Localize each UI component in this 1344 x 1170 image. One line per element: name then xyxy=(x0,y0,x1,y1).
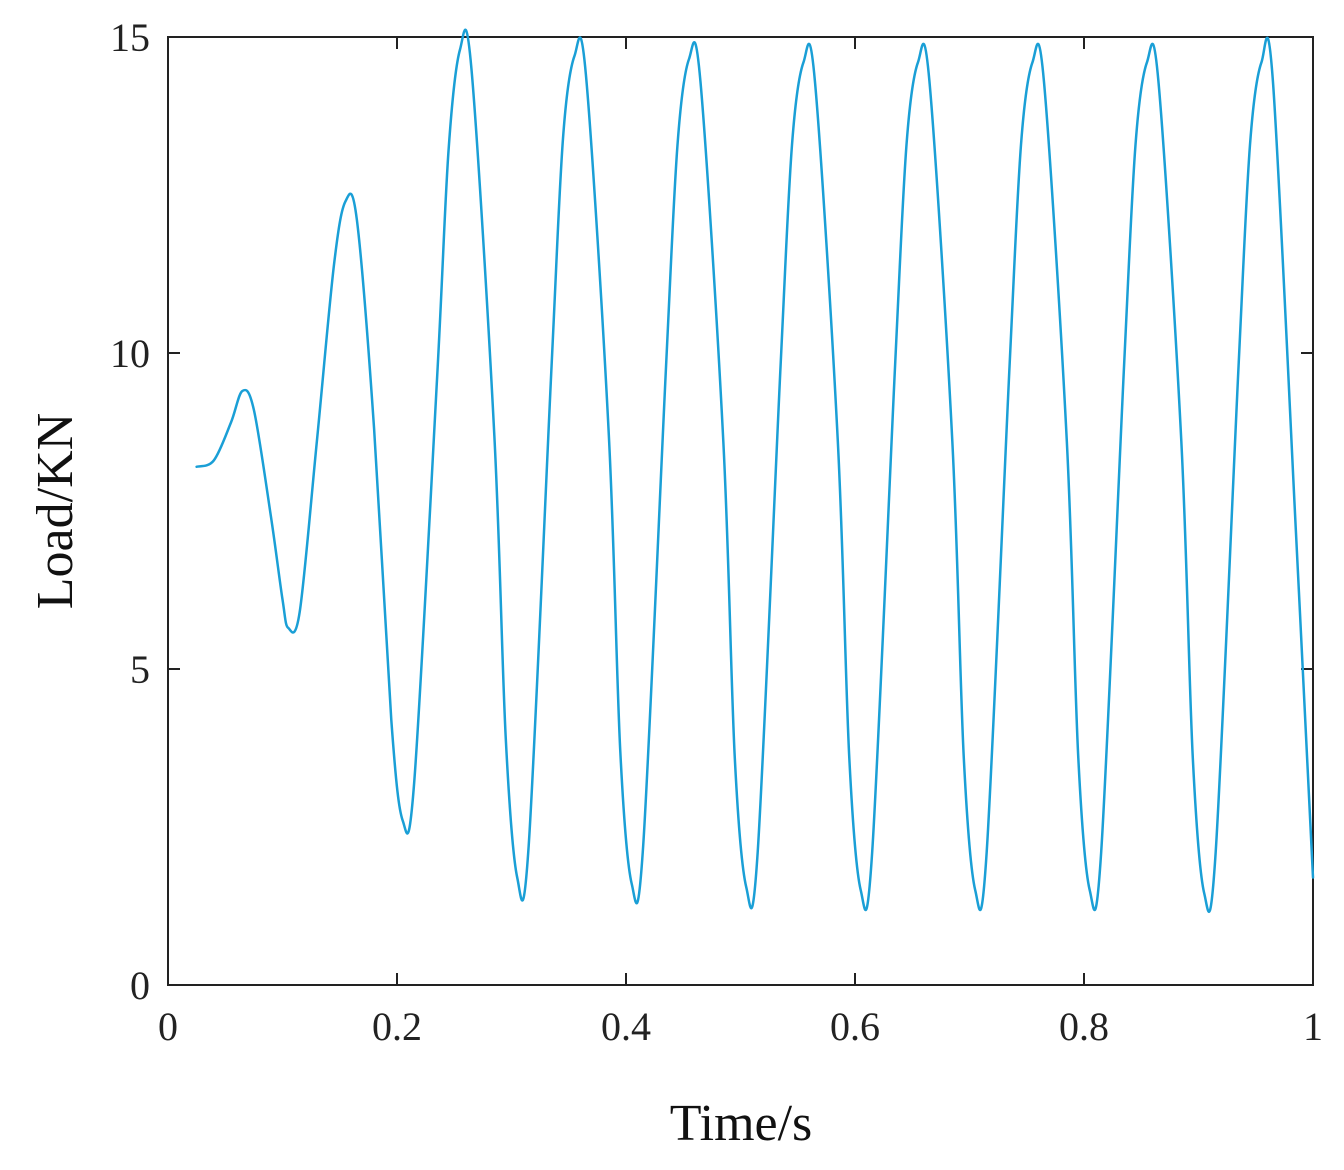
y-axis-ticks: 0 5 10 15 xyxy=(110,15,1313,1008)
load-series-line xyxy=(195,28,1315,913)
y-axis-label: Load/KN xyxy=(27,413,84,609)
x-tick-label: 0.2 xyxy=(372,1004,422,1049)
x-axis-ticks: 0 0.2 0.4 0.6 0.8 1 xyxy=(158,37,1323,1049)
series-layer xyxy=(195,28,1315,913)
y-tick-label: 5 xyxy=(130,647,150,692)
x-tick-label: 0 xyxy=(158,1004,178,1049)
y-tick-label: 10 xyxy=(110,331,150,376)
x-tick-label: 1 xyxy=(1303,1004,1323,1049)
plot-frame xyxy=(167,36,1314,986)
y-tick-label: 0 xyxy=(130,963,150,1008)
x-tick-label: 0.6 xyxy=(830,1004,880,1049)
y-tick-label: 15 xyxy=(110,15,150,60)
x-tick-label: 0.8 xyxy=(1059,1004,1109,1049)
x-tick-label: 0.4 xyxy=(601,1004,651,1049)
x-axis-label: Time/s xyxy=(670,1095,813,1152)
